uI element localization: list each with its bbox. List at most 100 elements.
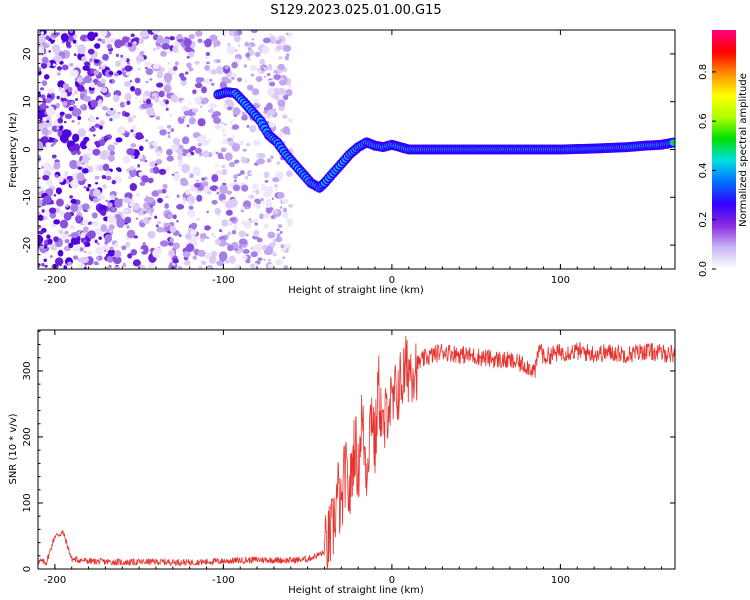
noise-blob: [41, 47, 45, 50]
noise-blob: [53, 139, 58, 143]
noise-blob: [80, 154, 89, 164]
noise-blob: [134, 87, 142, 96]
noise-blob: [168, 249, 176, 258]
noise-blob: [250, 251, 258, 258]
noise-blob: [203, 176, 208, 181]
noise-blob: [249, 125, 257, 133]
noise-blob: [69, 225, 76, 230]
noise-blob: [94, 175, 100, 180]
noise-blob: [280, 244, 285, 249]
noise-blob: [142, 241, 146, 246]
noise-blob: [220, 147, 227, 153]
noise-blob: [76, 160, 81, 165]
trace-core: [670, 140, 675, 145]
noise-blob: [123, 80, 131, 88]
noise-blob: [224, 98, 233, 106]
noise-blob: [216, 260, 225, 266]
noise-blob: [189, 173, 194, 179]
noise-blob: [222, 180, 226, 183]
noise-blob: [244, 175, 249, 180]
noise-blob: [282, 114, 288, 119]
noise-blob: [228, 161, 236, 168]
noise-blob: [138, 37, 144, 45]
noise-blob: [55, 187, 62, 195]
noise-blob: [178, 234, 182, 238]
noise-blob: [100, 65, 106, 70]
noise-blob: [86, 187, 90, 192]
noise-blob: [234, 159, 240, 164]
snr-border: [37, 329, 676, 570]
noise-blob: [59, 134, 69, 143]
noise-blob: [94, 239, 98, 244]
noise-blob: [276, 228, 280, 232]
noise-blob: [194, 60, 200, 65]
noise-blob: [269, 81, 276, 87]
figure-title: S129.2023.025.01.00.G15: [270, 3, 441, 18]
noise-blob: [173, 65, 178, 71]
noise-blob: [133, 235, 138, 239]
noise-blob: [41, 262, 45, 267]
noise-blob: [92, 197, 99, 203]
noise-blob: [273, 184, 279, 188]
noise-blob: [104, 240, 109, 245]
noise-blob: [102, 184, 107, 189]
noise-blob: [70, 198, 77, 204]
noise-blob: [93, 228, 103, 236]
noise-blob: [182, 116, 186, 119]
noise-blob: [95, 182, 99, 185]
noise-blob: [230, 76, 235, 80]
snr-series: [38, 335, 675, 569]
noise-blob: [56, 126, 60, 130]
noise-blob: [259, 70, 265, 75]
noise-blob: [274, 95, 280, 101]
noise-blob: [155, 116, 161, 121]
noise-blob: [38, 66, 42, 72]
noise-blob: [115, 137, 123, 143]
noise-blob: [172, 214, 177, 220]
noise-blob: [178, 265, 183, 269]
noise-blob: [176, 194, 180, 198]
noise-blob: [46, 120, 50, 123]
noise-blob: [242, 200, 252, 210]
spectrogram-y-tick-label: 10: [22, 95, 33, 108]
noise-blob: [102, 53, 109, 61]
noise-blob: [108, 224, 115, 230]
noise-blob: [216, 188, 219, 191]
noise-blob: [267, 112, 272, 118]
noise-blob: [209, 255, 217, 264]
noise-blob: [238, 140, 244, 146]
noise-blob: [126, 100, 131, 105]
noise-blob: [199, 238, 205, 242]
noise-blob: [245, 206, 249, 210]
noise-blob: [63, 212, 72, 221]
noise-blob: [234, 34, 241, 43]
noise-blob: [101, 60, 105, 64]
noise-blob: [248, 194, 255, 199]
noise-blob: [272, 238, 277, 243]
noise-blob: [267, 64, 273, 71]
noise-blob: [283, 265, 289, 269]
noise-blob: [159, 125, 164, 129]
noise-blob: [46, 188, 54, 196]
noise-blob: [110, 194, 116, 199]
noise-blob: [156, 46, 161, 50]
noise-blob: [267, 258, 272, 262]
noise-blob: [155, 224, 159, 228]
noise-blob: [188, 205, 194, 210]
noise-blob: [43, 258, 47, 262]
noise-blob: [54, 174, 59, 178]
noise-blob: [208, 103, 216, 109]
noise-blob: [91, 212, 98, 219]
noise-blob: [225, 78, 232, 84]
noise-blob: [225, 209, 233, 216]
noise-blob: [177, 51, 180, 54]
noise-blob: [240, 209, 245, 213]
noise-blob: [140, 244, 149, 255]
noise-blob: [267, 87, 275, 97]
noise-blob: [181, 105, 189, 113]
noise-blob: [234, 248, 238, 251]
noise-blob: [107, 144, 115, 152]
noise-blob: [201, 177, 205, 181]
noise-blob: [136, 48, 140, 51]
noise-blob: [250, 30, 259, 34]
